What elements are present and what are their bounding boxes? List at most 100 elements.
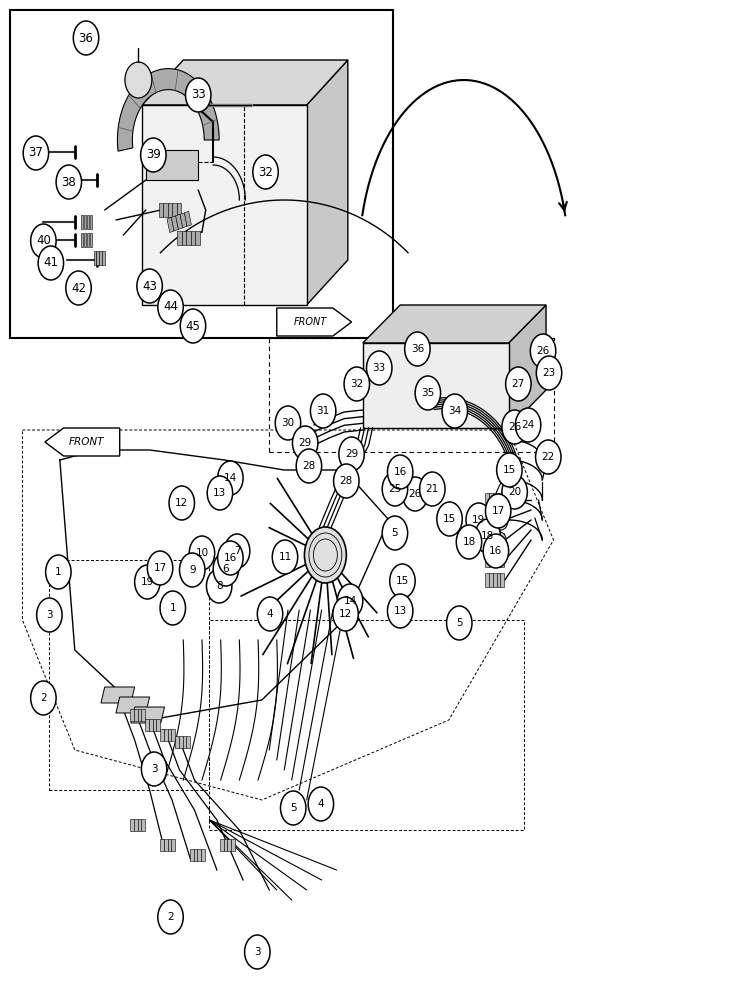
Text: 26: 26 xyxy=(408,489,422,499)
Polygon shape xyxy=(101,687,135,703)
Circle shape xyxy=(333,597,358,631)
Circle shape xyxy=(257,597,283,631)
Text: 37: 37 xyxy=(28,146,43,159)
Text: 17: 17 xyxy=(491,506,505,516)
Bar xyxy=(160,839,164,851)
Text: 16: 16 xyxy=(224,553,237,563)
Bar xyxy=(497,553,500,567)
Circle shape xyxy=(158,290,183,324)
Text: 25: 25 xyxy=(388,484,402,494)
Bar xyxy=(500,533,504,547)
Circle shape xyxy=(137,269,162,303)
Circle shape xyxy=(420,472,445,506)
Text: 13: 13 xyxy=(393,606,407,616)
Bar xyxy=(500,493,504,507)
Polygon shape xyxy=(142,60,348,105)
Text: 2: 2 xyxy=(40,693,46,703)
Polygon shape xyxy=(509,305,546,428)
Text: 5: 5 xyxy=(456,618,462,628)
Text: 4: 4 xyxy=(267,609,273,619)
Circle shape xyxy=(390,564,415,598)
Bar xyxy=(183,736,186,748)
Circle shape xyxy=(402,477,428,511)
Text: 45: 45 xyxy=(186,320,200,332)
Circle shape xyxy=(125,62,152,98)
Text: 38: 38 xyxy=(61,176,76,188)
Bar xyxy=(90,215,92,229)
Text: 42: 42 xyxy=(71,282,86,294)
Text: 15: 15 xyxy=(396,576,409,586)
Bar xyxy=(171,729,175,741)
Bar xyxy=(138,709,141,721)
Bar xyxy=(493,573,497,587)
Polygon shape xyxy=(277,308,352,336)
Bar xyxy=(227,839,231,851)
Circle shape xyxy=(437,502,462,536)
Text: 15: 15 xyxy=(443,514,456,524)
Text: 11: 11 xyxy=(278,552,292,562)
Bar xyxy=(145,719,149,731)
Circle shape xyxy=(31,224,56,258)
Text: 19: 19 xyxy=(472,515,485,525)
Text: 5: 5 xyxy=(290,803,296,813)
Text: 16: 16 xyxy=(393,467,407,477)
Circle shape xyxy=(304,527,346,583)
Bar xyxy=(164,729,168,741)
Text: 31: 31 xyxy=(316,406,330,416)
Bar xyxy=(96,251,99,265)
Polygon shape xyxy=(131,707,165,723)
Text: 14: 14 xyxy=(224,473,237,483)
Bar xyxy=(141,819,145,831)
Bar xyxy=(485,513,489,527)
Bar xyxy=(159,203,163,217)
Circle shape xyxy=(387,455,413,489)
Text: 26: 26 xyxy=(508,422,521,432)
Bar xyxy=(497,493,500,507)
Circle shape xyxy=(456,525,482,559)
Bar xyxy=(172,203,177,217)
Bar xyxy=(500,553,504,567)
Text: 12: 12 xyxy=(339,609,352,619)
Circle shape xyxy=(296,449,322,483)
Polygon shape xyxy=(363,305,546,343)
Bar xyxy=(497,513,500,527)
Circle shape xyxy=(280,791,306,825)
Bar xyxy=(163,203,168,217)
Bar xyxy=(179,736,183,748)
Circle shape xyxy=(275,406,301,440)
Circle shape xyxy=(180,553,205,587)
Bar xyxy=(87,233,89,247)
Bar xyxy=(87,215,89,229)
Text: 4: 4 xyxy=(318,799,324,809)
Bar xyxy=(171,216,179,231)
Bar xyxy=(180,213,187,228)
Circle shape xyxy=(405,332,430,366)
Bar xyxy=(156,719,160,731)
Circle shape xyxy=(506,367,531,401)
Circle shape xyxy=(186,78,211,112)
Circle shape xyxy=(141,138,166,172)
Bar xyxy=(489,513,493,527)
Circle shape xyxy=(141,752,167,786)
Circle shape xyxy=(536,440,561,474)
Text: 16: 16 xyxy=(489,546,503,556)
Bar xyxy=(176,214,183,229)
Bar xyxy=(90,233,92,247)
Bar xyxy=(197,849,201,861)
Text: 3: 3 xyxy=(46,610,52,620)
Text: 6: 6 xyxy=(223,564,229,574)
Circle shape xyxy=(415,376,441,410)
Bar xyxy=(182,231,186,245)
Bar xyxy=(194,849,197,861)
Bar xyxy=(153,719,156,731)
Circle shape xyxy=(494,512,508,530)
Text: 33: 33 xyxy=(373,363,386,373)
Circle shape xyxy=(447,606,472,640)
Circle shape xyxy=(502,410,527,444)
Circle shape xyxy=(334,464,359,498)
Text: 26: 26 xyxy=(536,346,550,356)
Text: 19: 19 xyxy=(141,577,154,587)
Text: 44: 44 xyxy=(163,300,178,314)
Bar xyxy=(201,849,205,861)
Text: FRONT: FRONT xyxy=(294,317,327,327)
